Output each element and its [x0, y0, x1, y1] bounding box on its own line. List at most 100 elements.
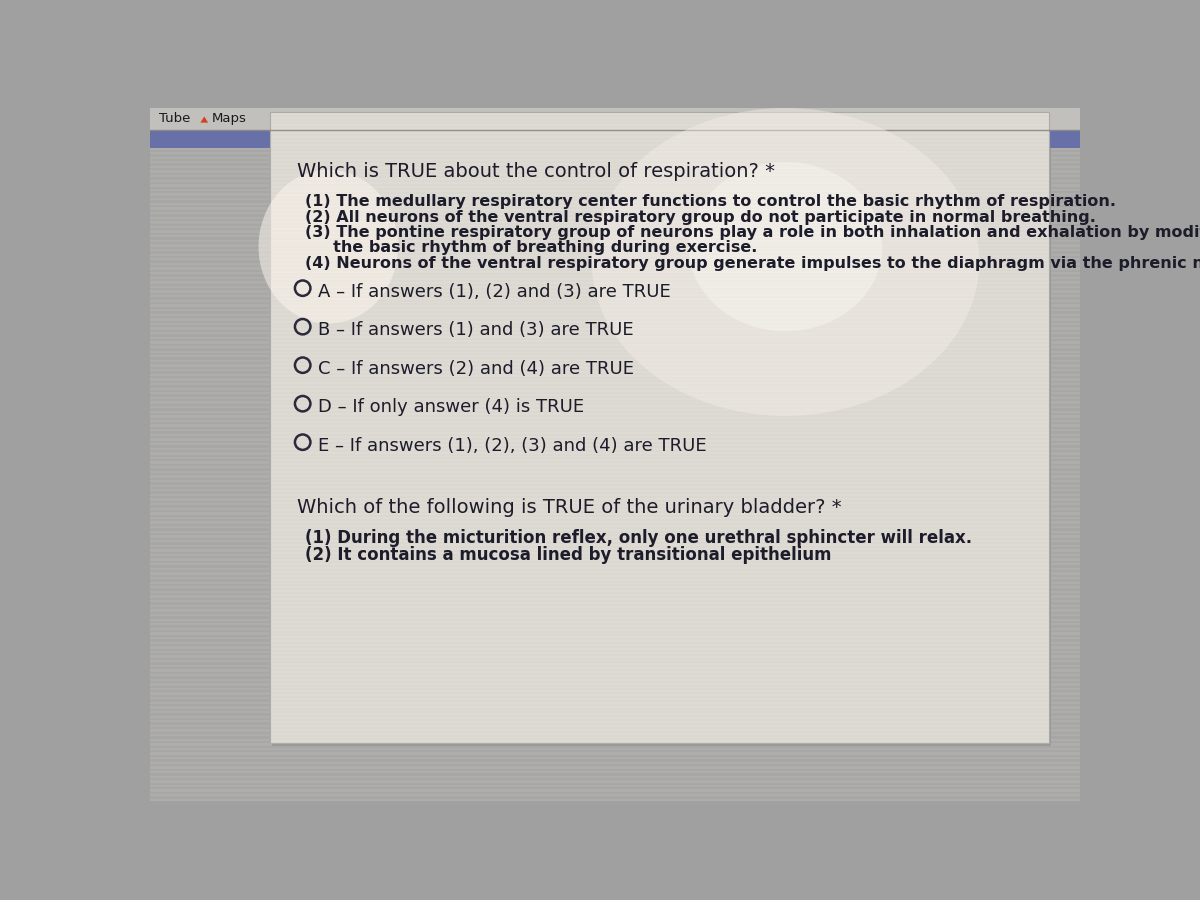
Bar — [150, 186, 1080, 189]
Bar — [150, 602, 1080, 605]
Bar — [150, 166, 1080, 168]
Bar — [150, 360, 1080, 362]
Bar — [150, 300, 1080, 302]
Bar — [150, 436, 1080, 438]
Bar — [150, 313, 1080, 316]
Bar — [150, 704, 1080, 707]
Bar — [150, 434, 1080, 436]
Bar — [150, 124, 1080, 127]
Bar — [150, 392, 1080, 394]
Bar — [150, 789, 1080, 792]
Bar — [150, 302, 1080, 304]
Bar — [150, 145, 1080, 148]
Bar — [150, 549, 1080, 552]
Bar — [150, 399, 1080, 401]
Bar — [150, 547, 1080, 549]
Bar — [150, 304, 1080, 307]
Bar — [150, 446, 1080, 447]
Bar — [150, 649, 1080, 651]
Bar — [150, 681, 1080, 683]
Bar — [150, 127, 1080, 129]
Bar — [150, 642, 1080, 643]
Bar — [150, 716, 1080, 718]
Bar — [150, 732, 1080, 734]
Bar — [150, 782, 1080, 785]
Bar — [150, 431, 1080, 434]
Bar — [150, 771, 1080, 773]
Bar — [150, 711, 1080, 713]
Text: Tube: Tube — [160, 112, 191, 125]
Text: (1) The medullary respiratory center functions to control the basic rhythm of re: (1) The medullary respiratory center fun… — [305, 194, 1116, 209]
Bar — [150, 157, 1080, 158]
Bar — [150, 586, 1080, 589]
Bar — [150, 214, 1080, 217]
Bar — [150, 688, 1080, 690]
Bar — [150, 718, 1080, 720]
Bar — [150, 323, 1080, 325]
Bar — [150, 337, 1080, 339]
Bar — [150, 244, 1080, 247]
Bar — [150, 478, 1080, 480]
Bar — [150, 140, 1080, 142]
Bar — [150, 466, 1080, 468]
Text: the basic rhythm of breathing during exercise.: the basic rhythm of breathing during exe… — [305, 240, 757, 256]
Bar — [150, 580, 1080, 581]
Bar — [150, 473, 1080, 475]
Bar — [150, 111, 1080, 112]
Bar — [150, 475, 1080, 478]
Bar — [150, 316, 1080, 319]
Bar — [150, 129, 1080, 131]
Bar — [150, 614, 1080, 617]
Bar — [150, 623, 1080, 626]
Bar — [150, 263, 1080, 266]
Bar — [150, 543, 1080, 544]
Bar — [150, 251, 1080, 254]
Ellipse shape — [258, 169, 398, 324]
Bar — [150, 679, 1080, 681]
Bar — [150, 394, 1080, 397]
Bar — [150, 644, 1080, 646]
Text: Which of the following is TRUE of the urinary bladder? *: Which of the following is TRUE of the ur… — [298, 499, 842, 517]
Bar — [150, 778, 1080, 780]
Bar — [150, 729, 1080, 732]
Bar — [150, 736, 1080, 739]
Bar — [150, 490, 1080, 491]
Bar — [150, 131, 1080, 133]
Bar — [150, 751, 1080, 752]
Bar — [150, 378, 1080, 381]
Bar — [150, 533, 1080, 536]
Bar — [150, 761, 1080, 764]
Bar — [150, 508, 1080, 510]
Bar — [150, 670, 1080, 671]
Bar — [150, 418, 1080, 419]
Bar — [150, 175, 1080, 177]
Bar — [150, 242, 1080, 244]
Bar — [150, 637, 1080, 639]
Bar — [150, 484, 1080, 487]
Bar — [150, 665, 1080, 667]
Bar — [150, 671, 1080, 674]
Bar — [150, 792, 1080, 794]
Bar — [270, 112, 1049, 743]
Bar — [150, 723, 1080, 724]
Bar — [150, 706, 1080, 708]
Bar — [150, 459, 1080, 462]
Bar — [150, 500, 1080, 503]
Bar — [150, 655, 1080, 658]
Bar — [150, 410, 1080, 413]
Text: Which is TRUE about the control of respiration? *: Which is TRUE about the control of respi… — [298, 162, 775, 181]
Bar — [150, 491, 1080, 494]
Bar — [150, 633, 1080, 634]
Bar — [150, 177, 1080, 180]
Text: D – If only answer (4) is TRUE: D – If only answer (4) is TRUE — [318, 399, 584, 417]
Bar — [150, 589, 1080, 590]
Bar — [150, 540, 1080, 543]
Bar — [150, 438, 1080, 441]
Bar — [150, 457, 1080, 459]
Bar — [150, 600, 1080, 602]
Bar — [150, 519, 1080, 521]
Bar — [150, 745, 1080, 748]
Bar — [150, 577, 1080, 580]
Bar — [150, 112, 1080, 115]
Bar — [150, 256, 1080, 258]
